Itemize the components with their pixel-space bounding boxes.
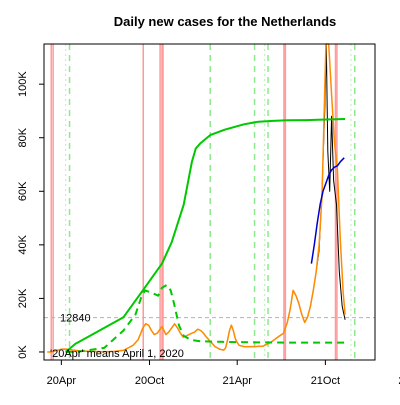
chart-title: Daily new cases for the Netherlands <box>114 14 337 29</box>
vertical-markers <box>50 44 356 360</box>
y-tick-label-0: 0K <box>17 345 29 359</box>
reference-line-label: 12840 <box>60 313 91 325</box>
x-axis: 20Apr 20Oct 21Apr 21Oct 22Apr <box>47 360 400 387</box>
x-tick-label-1: 20Oct <box>135 375 164 387</box>
series-line-1 <box>47 43 346 353</box>
x-tick-label-2: 21Apr <box>223 375 253 387</box>
y-tick-label-5: 100K <box>17 71 29 97</box>
series-group <box>47 43 346 353</box>
x-tick-label-0: 20Apr <box>47 375 77 387</box>
y-tick-label-1: 20K <box>17 288 29 308</box>
y-tick-label-3: 60K <box>17 181 29 201</box>
series-line-2 <box>310 157 345 264</box>
y-axis: 0K 20K 40K 60K 80K 100K <box>17 71 44 359</box>
y-tick-label-4: 80K <box>17 127 29 147</box>
y-tick-label-2: 40K <box>17 234 29 254</box>
reference-line-group: 12840 <box>44 313 375 325</box>
chart-annotation: '20Apr' means April 1, 2020 <box>50 348 184 360</box>
series-line-3 <box>65 118 346 353</box>
x-tick-label-4: 22Apr <box>398 375 400 387</box>
plot-frame <box>43 43 376 361</box>
x-tick-label-3: 21Oct <box>311 375 340 387</box>
